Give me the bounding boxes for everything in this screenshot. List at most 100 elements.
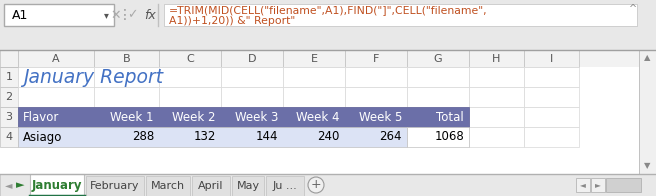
Text: I: I: [550, 54, 553, 64]
Bar: [469, 50, 524, 67]
Text: H: H: [492, 54, 501, 64]
Bar: [591, 178, 605, 192]
Bar: [524, 67, 579, 87]
Text: ⋮: ⋮: [118, 8, 132, 22]
Text: Flavor: Flavor: [23, 111, 60, 123]
Circle shape: [308, 177, 324, 193]
Bar: [407, 67, 469, 87]
Bar: [524, 107, 579, 127]
Bar: [283, 87, 345, 107]
Bar: [606, 178, 641, 192]
Text: 132: 132: [194, 131, 216, 143]
Text: April: April: [198, 181, 224, 191]
Text: ◄: ◄: [580, 181, 586, 190]
Text: 4: 4: [5, 132, 12, 142]
Bar: [221, 50, 283, 67]
Bar: [0, 50, 639, 67]
Bar: [18, 87, 94, 107]
Bar: [192, 176, 230, 196]
Text: ◄: ◄: [5, 180, 12, 190]
Text: January Report: January Report: [23, 67, 163, 86]
Text: F: F: [373, 54, 379, 64]
Text: fx: fx: [144, 8, 156, 22]
Bar: [4, 4, 114, 26]
Text: Asiago: Asiago: [23, 131, 62, 143]
Text: A: A: [52, 54, 60, 64]
Text: Week 1: Week 1: [110, 111, 154, 123]
Text: ▼: ▼: [644, 162, 651, 171]
Bar: [221, 87, 283, 107]
Bar: [94, 87, 159, 107]
Bar: [345, 50, 407, 67]
Bar: [266, 176, 304, 196]
Text: ▾: ▾: [104, 10, 109, 20]
Bar: [18, 67, 94, 87]
Bar: [524, 87, 579, 107]
Bar: [0, 127, 18, 147]
Text: 288: 288: [132, 131, 154, 143]
Bar: [283, 50, 345, 67]
Text: E: E: [310, 54, 318, 64]
Text: 3: 3: [5, 112, 12, 122]
Bar: [469, 67, 524, 87]
Text: A1: A1: [12, 8, 28, 22]
Bar: [232, 176, 264, 196]
Text: ►: ►: [595, 181, 601, 190]
Bar: [469, 107, 524, 127]
Bar: [524, 50, 579, 67]
Bar: [345, 87, 407, 107]
Text: 1068: 1068: [434, 131, 464, 143]
Text: G: G: [434, 54, 442, 64]
Text: A1))+1,20)) &" Report": A1))+1,20)) &" Report": [169, 16, 295, 26]
Bar: [18, 50, 94, 67]
Text: ✓: ✓: [127, 8, 137, 22]
Text: D: D: [248, 54, 256, 64]
Bar: [469, 87, 524, 107]
Bar: [18, 107, 469, 127]
Bar: [0, 0, 656, 50]
Bar: [0, 174, 656, 196]
Text: 1: 1: [5, 72, 12, 82]
Bar: [0, 107, 18, 127]
Text: +: +: [311, 179, 321, 191]
Bar: [345, 67, 407, 87]
Bar: [576, 178, 590, 192]
Text: C: C: [186, 54, 194, 64]
Bar: [221, 67, 283, 87]
Bar: [159, 50, 221, 67]
Text: May: May: [236, 181, 260, 191]
Text: =TRIM(MID(CELL("filename",A1),FIND("]",CELL("filename",: =TRIM(MID(CELL("filename",A1),FIND("]",C…: [169, 5, 487, 15]
Text: Week 5: Week 5: [359, 111, 402, 123]
Bar: [283, 67, 345, 87]
Text: 144: 144: [255, 131, 278, 143]
Bar: [94, 67, 159, 87]
Bar: [0, 87, 18, 107]
Text: ►: ►: [16, 180, 24, 190]
Bar: [159, 67, 221, 87]
Bar: [0, 50, 18, 67]
Bar: [164, 4, 637, 26]
Text: Total: Total: [436, 111, 464, 123]
Text: 2: 2: [5, 92, 12, 102]
Bar: [146, 176, 190, 196]
Bar: [469, 127, 524, 147]
Text: ✕: ✕: [111, 8, 121, 22]
Bar: [524, 127, 579, 147]
Bar: [159, 87, 221, 107]
Text: 264: 264: [380, 131, 402, 143]
Text: January: January: [31, 179, 82, 191]
Bar: [86, 176, 144, 196]
Text: Week 4: Week 4: [297, 111, 340, 123]
Text: B: B: [123, 54, 131, 64]
Bar: [30, 174, 84, 196]
Text: ▲: ▲: [644, 54, 651, 63]
Bar: [407, 50, 469, 67]
Bar: [0, 50, 639, 174]
Bar: [18, 127, 407, 147]
Text: February: February: [91, 181, 140, 191]
Bar: [639, 50, 656, 174]
Text: Ju ...: Ju ...: [273, 181, 297, 191]
Text: Week 2: Week 2: [173, 111, 216, 123]
Bar: [94, 50, 159, 67]
Text: March: March: [151, 181, 185, 191]
